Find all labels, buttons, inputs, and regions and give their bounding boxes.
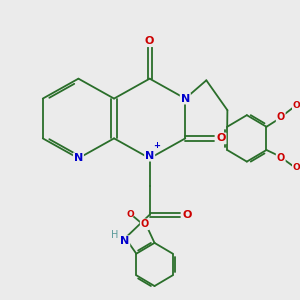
Text: O: O (292, 164, 300, 172)
Text: O: O (126, 210, 134, 219)
Text: H: H (111, 230, 119, 240)
Text: O: O (277, 153, 285, 163)
Text: O: O (277, 112, 285, 122)
Text: N: N (181, 94, 190, 103)
Text: N: N (120, 236, 129, 246)
Text: O: O (292, 101, 300, 110)
Text: O: O (216, 134, 226, 143)
Text: O: O (182, 210, 192, 220)
Text: +: + (153, 141, 160, 150)
Text: N: N (74, 153, 83, 163)
Text: N: N (145, 151, 154, 160)
Text: O: O (141, 219, 149, 229)
Text: O: O (145, 36, 154, 46)
